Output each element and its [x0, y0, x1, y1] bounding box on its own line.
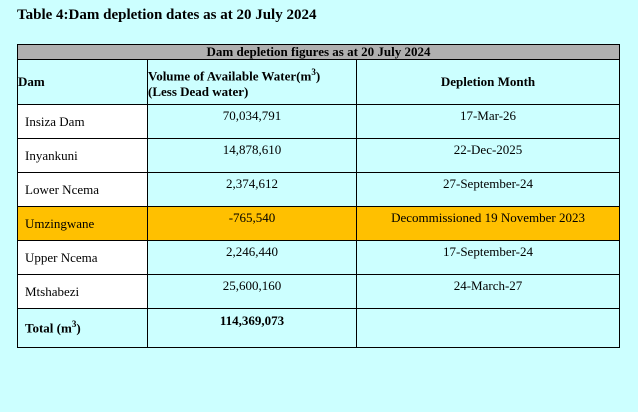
total-label-end: ) — [76, 320, 81, 336]
dam-volume: 14,878,610 — [147, 138, 357, 173]
dam-name: Mtshabezi — [17, 274, 148, 309]
dam-name: Lower Ncema — [17, 172, 148, 207]
table-title-row: Dam depletion figures as at 20 July 2024 — [16, 44, 621, 60]
header-depletion: Depletion Month — [355, 59, 621, 105]
table-row: Insiza Dam 70,034,791 17-Mar-26 — [17, 104, 621, 139]
header-volume: Volume of Available Water(m3) (Less Dead… — [147, 59, 357, 105]
total-label: Total (m3) — [17, 308, 148, 348]
header-volume-line1: Volume of Available Water(m — [148, 68, 312, 84]
table-row: Upper Ncema 2,246,440 17-September-24 — [17, 240, 621, 275]
dam-depletion-table: Dam depletion figures as at 20 July 2024… — [16, 44, 621, 348]
header-row: Dam Volume of Available Water(m3) (Less … — [17, 59, 621, 105]
total-row: Total (m3) 114,369,073 — [17, 308, 621, 348]
dam-depletion: 17-Mar-26 — [355, 104, 621, 139]
table-title: Dam depletion figures as at 20 July 2024 — [16, 44, 621, 60]
dam-name: Upper Ncema — [17, 240, 148, 275]
total-depletion — [355, 308, 621, 348]
total-label-sup: 3 — [71, 319, 77, 330]
header-volume-line2: (Less Dead water) — [148, 83, 249, 99]
total-volume: 114,369,073 — [147, 308, 357, 348]
dam-name: Insiza Dam — [17, 104, 148, 139]
header-volume-sup: 3 — [311, 67, 316, 78]
dam-name: Umzingwane — [17, 206, 148, 241]
dam-depletion: 27-September-24 — [355, 172, 621, 207]
dam-volume: 2,246,440 — [147, 240, 357, 275]
dam-depletion: 17-September-24 — [355, 240, 621, 275]
table-row-highlighted: Umzingwane -765,540 Decommissioned 19 No… — [17, 206, 621, 241]
total-label-text: Total (m — [25, 320, 72, 336]
header-dam: Dam — [17, 59, 148, 105]
dam-volume: -765,540 — [147, 206, 357, 241]
table-row: Mtshabezi 25,600,160 24-March-27 — [17, 274, 621, 309]
dam-depletion: Decommissioned 19 November 2023 — [355, 206, 621, 241]
table-caption: Table 4:Dam depletion dates as at 20 Jul… — [17, 7, 317, 23]
dam-volume: 25,600,160 — [147, 274, 357, 309]
dam-name: Inyankuni — [17, 138, 148, 173]
table-row: Inyankuni 14,878,610 22-Dec-2025 — [17, 138, 621, 173]
dam-volume: 70,034,791 — [147, 104, 357, 139]
table-row: Lower Ncema 2,374,612 27-September-24 — [17, 172, 621, 207]
dam-volume: 2,374,612 — [147, 172, 357, 207]
dam-depletion: 22-Dec-2025 — [355, 138, 621, 173]
header-volume-line1-end: ) — [315, 68, 321, 84]
dam-depletion: 24-March-27 — [355, 274, 621, 309]
